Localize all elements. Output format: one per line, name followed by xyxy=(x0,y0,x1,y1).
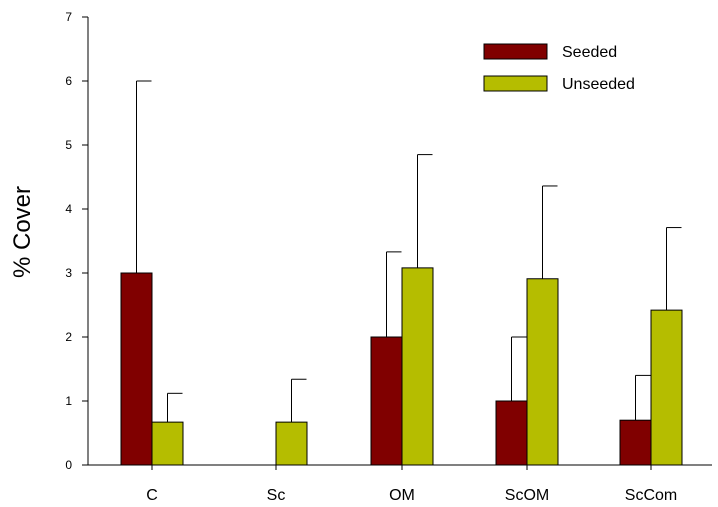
bar-unseeded-c xyxy=(151,421,184,466)
x-tick-labels: C Sc OM ScOM ScCom xyxy=(146,465,677,504)
y-tick-label: 1 xyxy=(65,394,72,408)
bar-unseeded-scom xyxy=(526,278,559,466)
y-ticks: 0 1 2 3 4 5 6 7 xyxy=(65,10,88,472)
x-tick-label: C xyxy=(146,487,158,504)
y-tick-label: 3 xyxy=(65,266,72,280)
legend: Seeded Unseeded xyxy=(483,43,635,93)
bars xyxy=(120,267,683,466)
y-tick-label: 2 xyxy=(65,330,72,344)
bar-unseeded-om xyxy=(401,267,434,466)
y-tick-label: 5 xyxy=(65,138,72,152)
y-axis-title: % Cover xyxy=(9,186,36,278)
legend-label-unseeded: Unseeded xyxy=(562,76,635,93)
legend-swatch-unseeded xyxy=(483,75,548,92)
legend-label-seeded: Seeded xyxy=(562,44,617,61)
bar-seeded-c xyxy=(120,272,153,466)
x-tick-label: ScOM xyxy=(505,487,549,504)
y-tick-label: 0 xyxy=(65,458,72,472)
legend-swatch-seeded xyxy=(483,43,548,60)
error-bars xyxy=(136,80,682,423)
bar-unseeded-sccom xyxy=(650,309,683,466)
x-tick-label: ScCom xyxy=(625,487,677,504)
y-tick-label: 6 xyxy=(65,74,72,88)
bar-unseeded-sc xyxy=(275,421,308,466)
y-tick-label: 4 xyxy=(65,202,72,216)
bar-seeded-om xyxy=(370,336,403,466)
y-tick-label: 7 xyxy=(65,10,72,24)
x-tick-label: OM xyxy=(389,487,415,504)
bar-seeded-scom xyxy=(495,400,528,466)
x-tick-label: Sc xyxy=(267,487,286,504)
bar-seeded-sccom xyxy=(619,419,652,466)
